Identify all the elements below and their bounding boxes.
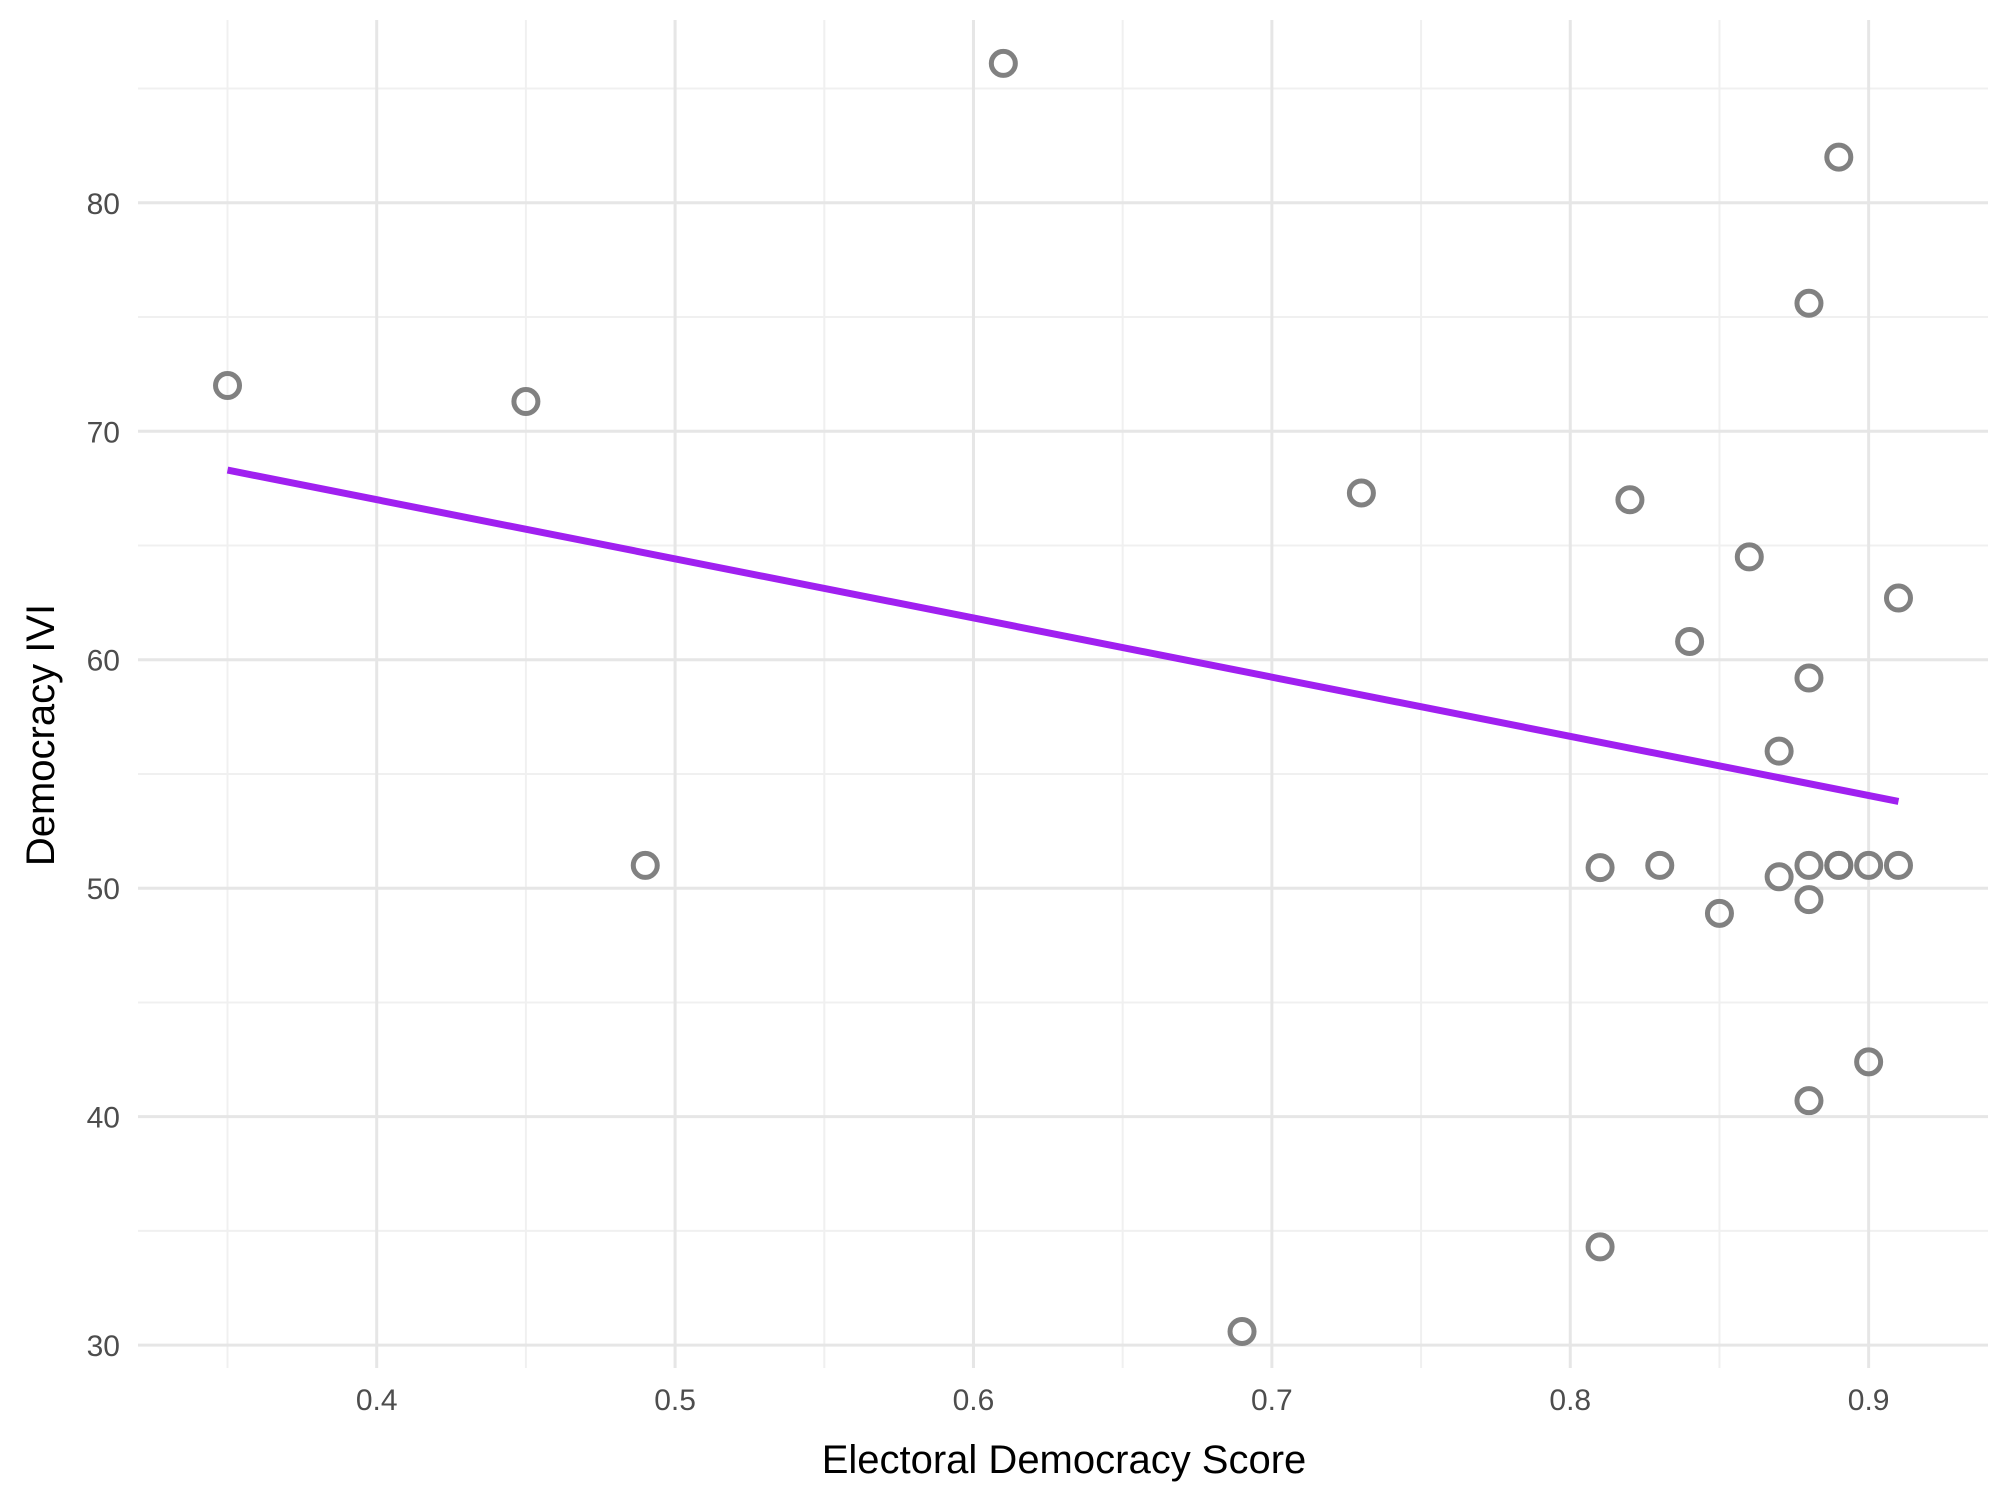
x-tick-label: 0.6: [953, 1384, 995, 1417]
x-tick-label: 0.5: [654, 1384, 696, 1417]
data-point: [1585, 1232, 1615, 1262]
major-gridlines: [138, 20, 1988, 1368]
data-point: [1824, 850, 1854, 880]
data-point: [1883, 583, 1913, 613]
data-point: [988, 48, 1018, 78]
data-point: [1734, 542, 1764, 572]
x-tick-label: 0.7: [1251, 1384, 1293, 1417]
data-point: [1615, 485, 1645, 515]
y-tick-label: 30: [87, 1330, 120, 1363]
data-point: [1764, 862, 1794, 892]
data-point: [1794, 1086, 1824, 1116]
data-point: [1854, 850, 1884, 880]
x-tick-label: 0.9: [1848, 1384, 1890, 1417]
data-point: [1645, 850, 1675, 880]
x-tick-label: 0.4: [356, 1384, 398, 1417]
data-point: [1794, 850, 1824, 880]
data-point: [1794, 663, 1824, 693]
y-axis-ticks: 30 40 50 60 70 80: [87, 188, 120, 1363]
data-point: [1704, 898, 1734, 928]
x-tick-label: 0.8: [1549, 1384, 1591, 1417]
x-axis-title: Electoral Democracy Score: [822, 1438, 1307, 1482]
y-tick-label: 40: [87, 1102, 120, 1135]
data-point: [1824, 142, 1854, 172]
data-point: [511, 387, 541, 417]
data-point: [630, 850, 660, 880]
y-tick-label: 50: [87, 873, 120, 906]
points-layer: [213, 48, 1913, 1346]
trend-line: [226, 466, 1900, 805]
data-point: [213, 371, 243, 401]
data-point: [1883, 850, 1913, 880]
data-point: [1675, 626, 1705, 656]
trend-layer: [226, 466, 1900, 805]
y-tick-label: 80: [87, 188, 120, 221]
x-axis-ticks: 0.4 0.5 0.6 0.7 0.8 0.9: [356, 1384, 1890, 1417]
data-point: [1764, 736, 1794, 766]
y-tick-label: 70: [87, 416, 120, 449]
minor-gridlines: [138, 20, 1988, 1368]
data-point: [1227, 1316, 1257, 1346]
data-point: [1794, 288, 1824, 318]
data-point: [1794, 885, 1824, 915]
y-tick-label: 60: [87, 645, 120, 678]
data-point: [1585, 853, 1615, 883]
data-point: [1854, 1047, 1884, 1077]
y-axis-title: Democracy IVI: [19, 604, 63, 866]
data-point: [1346, 478, 1376, 508]
